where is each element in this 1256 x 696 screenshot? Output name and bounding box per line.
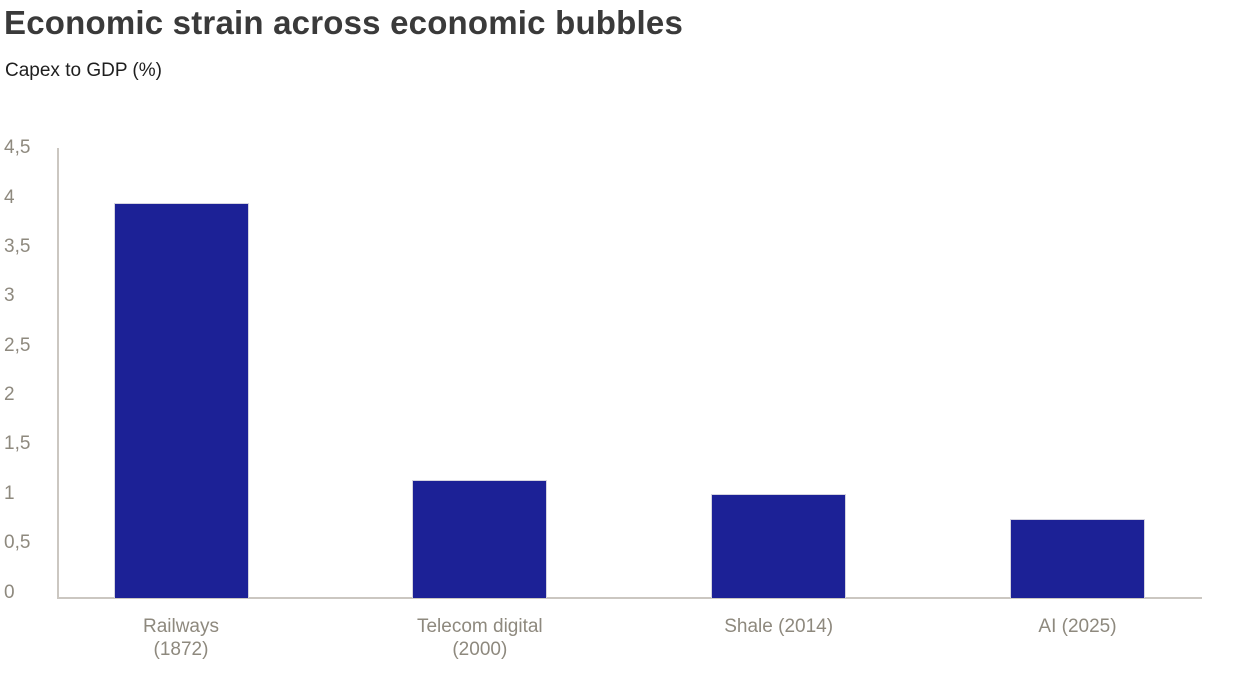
y-tick-label-3: 3 (4, 285, 15, 307)
chart-title: Economic strain across economic bubbles (4, 4, 683, 41)
bar-shale-2014 (711, 494, 847, 598)
y-axis-line (57, 148, 59, 599)
y-tick-label-1: 1 (4, 482, 15, 504)
x-label-shale-2014: Shale (2014) (724, 616, 834, 637)
y-tick-label-3_5: 3,5 (4, 235, 31, 257)
bar-ai-2025 (1009, 519, 1145, 598)
bar-railways-1872 (113, 203, 249, 598)
y-tick-label-2: 2 (4, 384, 15, 405)
x-label-ai-2025: AI (2025) (1038, 616, 1117, 637)
chart-subtitle: Capex to GDP (%) (5, 60, 162, 81)
y-tick-label-4: 4 (4, 186, 15, 208)
y-tick-label-0_5: 0,5 (4, 532, 31, 554)
y-tick-label-2_5: 2,5 (4, 334, 31, 356)
y-tick-label-1_5: 1,5 (4, 433, 31, 455)
y-tick-label-4_5: 4,5 (4, 137, 31, 159)
bar-telecom-digital-2000 (412, 479, 548, 598)
y-tick-label-0: 0 (4, 581, 15, 603)
x-label-railways-1872: Railways (1872) (142, 616, 220, 660)
x-axis-line (57, 597, 1202, 599)
x-label-telecom-digital-2000: Telecom digital (2000) (416, 616, 543, 660)
